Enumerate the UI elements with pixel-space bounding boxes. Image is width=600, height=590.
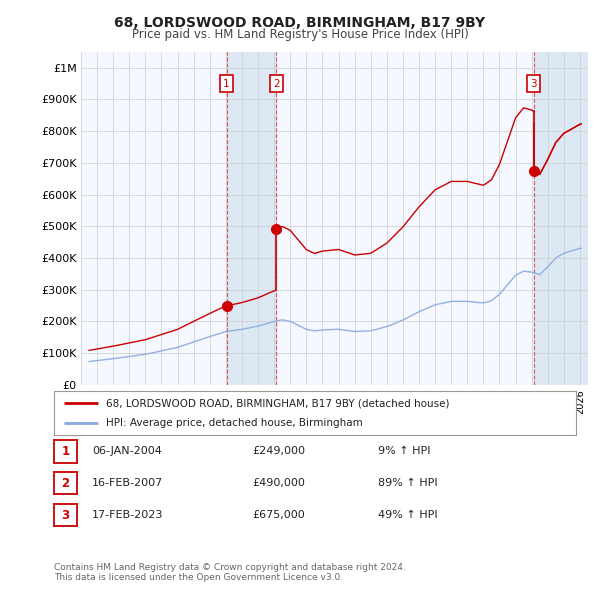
Text: £490,000: £490,000	[252, 478, 305, 488]
Text: 49% ↑ HPI: 49% ↑ HPI	[378, 510, 437, 520]
Text: 68, LORDSWOOD ROAD, BIRMINGHAM, B17 9BY: 68, LORDSWOOD ROAD, BIRMINGHAM, B17 9BY	[115, 16, 485, 30]
Text: 1: 1	[61, 445, 70, 458]
Text: Contains HM Land Registry data © Crown copyright and database right 2024.: Contains HM Land Registry data © Crown c…	[54, 563, 406, 572]
Text: 2: 2	[61, 477, 70, 490]
Bar	[227, 52, 276, 385]
Text: 2: 2	[273, 78, 280, 88]
Text: HPI: Average price, detached house, Birmingham: HPI: Average price, detached house, Birm…	[106, 418, 363, 428]
Text: Price paid vs. HM Land Registry's House Price Index (HPI): Price paid vs. HM Land Registry's House …	[131, 28, 469, 41]
Text: £675,000: £675,000	[252, 510, 305, 520]
Text: This data is licensed under the Open Government Licence v3.0.: This data is licensed under the Open Gov…	[54, 573, 343, 582]
Text: 06-JAN-2004: 06-JAN-2004	[92, 447, 161, 456]
Text: £249,000: £249,000	[252, 447, 305, 456]
Text: 3: 3	[530, 78, 537, 88]
Text: 16-FEB-2007: 16-FEB-2007	[92, 478, 163, 488]
Text: 9% ↑ HPI: 9% ↑ HPI	[378, 447, 431, 456]
Bar	[533, 52, 588, 385]
Text: 1: 1	[223, 78, 230, 88]
Text: 17-FEB-2023: 17-FEB-2023	[92, 510, 163, 520]
Text: 68, LORDSWOOD ROAD, BIRMINGHAM, B17 9BY (detached house): 68, LORDSWOOD ROAD, BIRMINGHAM, B17 9BY …	[106, 398, 450, 408]
Text: 89% ↑ HPI: 89% ↑ HPI	[378, 478, 437, 488]
Text: 3: 3	[61, 509, 70, 522]
